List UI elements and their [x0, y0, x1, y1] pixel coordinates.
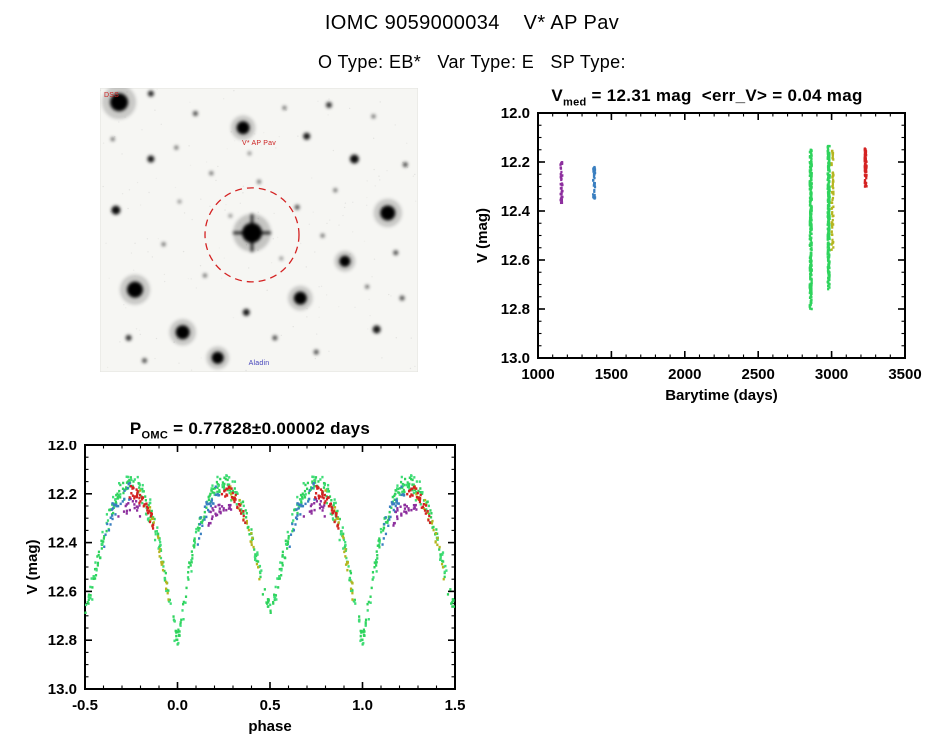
svg-text:12.0: 12.0 — [501, 108, 530, 122]
page-subtitle: O Type: EB* Var Type: E SP Type: — [318, 52, 626, 72]
svg-text:3500: 3500 — [888, 366, 921, 383]
period-title-prefix: P — [129, 419, 142, 438]
finder-starfield-image — [100, 88, 418, 372]
svg-text:phase: phase — [248, 718, 291, 735]
period-title: POMC = 0.77828±0.00002 days — [20, 419, 480, 441]
svg-text:1500: 1500 — [595, 366, 628, 383]
svg-text:12.2: 12.2 — [48, 486, 77, 503]
lightcurve-title: Vmed = 12.31 mag <err_V> = 0.04 mag — [470, 86, 944, 108]
finder-target-label: V* AP Pav — [242, 140, 276, 147]
barytime-scatter-plot: 1000 1500 2000 2500 3000 3500 12.0 12.2 12.4 12.6… — [474, 105, 922, 404]
finder-survey-label: DSS — [104, 92, 119, 99]
svg-text:Barytime (days): Barytime (days) — [665, 387, 778, 404]
svg-text:12.4: 12.4 — [501, 203, 531, 220]
svg-text:V (mag): V (mag) — [24, 539, 41, 594]
vmed-title-subscript: med — [562, 96, 587, 109]
svg-text:12.2: 12.2 — [501, 154, 530, 171]
lightcurve-time-plot: Vmed = 12.31 mag <err_V> = 0.04 mag 1000… — [470, 86, 944, 426]
svg-text:12.8: 12.8 — [48, 632, 77, 649]
svg-text:V (mag): V (mag) — [474, 208, 491, 263]
svg-text:13.0: 13.0 — [48, 681, 77, 698]
phase-scatter-plot: -0.5 0.0 0.5 1.0 1.5 12.0 12.2 12.4 12.6 12.8 13.0… — [24, 437, 466, 735]
svg-text:0.0: 0.0 — [167, 697, 188, 714]
period-title-subscript: OMC — [141, 429, 169, 442]
svg-text:12.8: 12.8 — [501, 301, 530, 318]
svg-text:-0.5: -0.5 — [72, 697, 98, 714]
svg-text:0.5: 0.5 — [260, 697, 281, 714]
svg-text:1000: 1000 — [521, 366, 554, 383]
svg-text:12.6: 12.6 — [48, 583, 77, 600]
svg-text:1.5: 1.5 — [445, 697, 466, 714]
svg-text:13.0: 13.0 — [501, 350, 530, 367]
finder-chart: DSS V* AP Pav Aladin — [100, 88, 418, 372]
vmed-title-rest: = 12.31 mag <err_V> = 0.04 mag — [586, 86, 863, 105]
vmed-title-prefix: V — [551, 86, 563, 105]
finder-bottom-label: Aladin — [248, 360, 270, 367]
svg-text:12.6: 12.6 — [501, 252, 530, 269]
phase-folded-plot: POMC = 0.77828±0.00002 days -0.5 0.0 0.5 1.… — [20, 419, 480, 747]
svg-text:12.4: 12.4 — [48, 535, 78, 552]
page-title: IOMC 9059000034 V* AP Pav — [324, 12, 620, 34]
period-title-rest: = 0.77828±0.00002 days — [168, 419, 371, 438]
svg-text:12.0: 12.0 — [48, 441, 77, 454]
svg-text:1.0: 1.0 — [352, 697, 373, 714]
svg-text:3000: 3000 — [815, 366, 848, 383]
svg-text:2500: 2500 — [742, 366, 775, 383]
svg-text:2000: 2000 — [668, 366, 701, 383]
